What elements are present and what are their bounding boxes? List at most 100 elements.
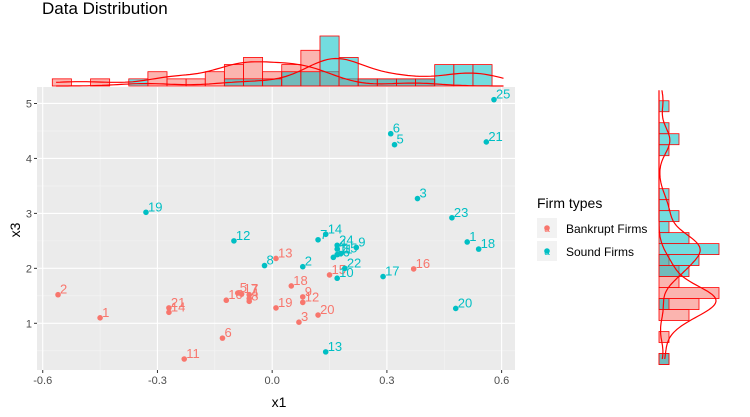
data-point bbox=[326, 272, 333, 278]
data-point bbox=[143, 209, 149, 216]
data-point-label: 15 bbox=[332, 262, 346, 277]
legend-swatch bbox=[544, 225, 550, 231]
data-point bbox=[414, 195, 421, 202]
legend-title: Firm types bbox=[537, 195, 602, 211]
data-point bbox=[288, 283, 295, 289]
data-point bbox=[491, 96, 497, 103]
data-point bbox=[338, 250, 344, 257]
data-point bbox=[299, 299, 306, 306]
right-density-curve bbox=[659, 90, 701, 360]
data-point bbox=[452, 305, 459, 312]
y-tick-label: 2 bbox=[26, 263, 32, 275]
right-histogram-bar bbox=[658, 232, 690, 245]
right-histogram-bar bbox=[658, 100, 670, 113]
data-point bbox=[464, 239, 471, 245]
data-point bbox=[315, 236, 321, 243]
right-density-curve bbox=[658, 90, 717, 360]
data-point bbox=[322, 349, 329, 355]
data-point-label: 8 bbox=[251, 288, 258, 303]
top-histogram-bar bbox=[415, 78, 436, 87]
data-point bbox=[166, 305, 172, 311]
data-point-label: 6 bbox=[393, 121, 400, 136]
data-point-label: 21 bbox=[488, 129, 502, 144]
panel-background bbox=[37, 87, 515, 370]
data-point-label: 23 bbox=[454, 205, 468, 220]
data-point bbox=[387, 130, 394, 137]
data-point-label: 4 bbox=[251, 286, 258, 301]
right-histogram-bar bbox=[658, 243, 720, 256]
data-point-label: 2 bbox=[305, 254, 312, 269]
data-point bbox=[299, 294, 306, 300]
right-histogram-bar bbox=[658, 221, 670, 234]
right-histogram-bar bbox=[658, 287, 720, 299]
data-point bbox=[483, 139, 490, 145]
data-point bbox=[238, 291, 245, 297]
x-tick-label: -0.6 bbox=[33, 375, 52, 387]
data-point-label: 20 bbox=[458, 295, 472, 310]
data-point-label: 11 bbox=[186, 346, 200, 361]
data-point bbox=[246, 298, 253, 305]
data-point-label: 16 bbox=[416, 256, 430, 271]
data-point bbox=[166, 309, 172, 316]
data-point-label: 19 bbox=[278, 295, 292, 310]
data-point-label: 2 bbox=[60, 282, 67, 297]
data-point-label: 1 bbox=[469, 229, 476, 244]
data-point-label: 12 bbox=[236, 228, 250, 243]
data-point bbox=[334, 242, 340, 249]
data-point bbox=[342, 265, 348, 272]
data-point bbox=[261, 262, 268, 269]
x-axis-label: x1 bbox=[272, 394, 287, 410]
data-point bbox=[273, 305, 279, 311]
legend-label: Bankrupt Firms bbox=[566, 222, 647, 236]
data-point-label: 21 bbox=[171, 295, 185, 310]
data-point-label: 3 bbox=[301, 309, 308, 324]
data-point bbox=[181, 356, 188, 362]
data-point-label: 18 bbox=[293, 273, 307, 288]
right-marginal-histogram bbox=[658, 90, 720, 365]
data-point-label: 18 bbox=[481, 236, 495, 251]
data-point-label: 8 bbox=[267, 253, 274, 268]
data-point bbox=[219, 335, 226, 341]
right-histogram-bar bbox=[658, 353, 670, 365]
data-point-label: 22 bbox=[347, 255, 361, 270]
top-marginal-histogram bbox=[51, 35, 504, 87]
data-point-label: 17 bbox=[244, 281, 258, 296]
data-point-label: 9 bbox=[305, 284, 312, 299]
data-point bbox=[380, 273, 386, 280]
data-point-label: 14 bbox=[171, 299, 185, 314]
data-point-label: 24 bbox=[339, 232, 353, 247]
data-point-label: 6 bbox=[224, 325, 231, 340]
top-density-curve bbox=[56, 57, 504, 87]
data-point bbox=[296, 319, 302, 325]
data-point bbox=[330, 254, 337, 261]
data-point-label: 17 bbox=[385, 264, 399, 279]
x-tick-label: 0.0 bbox=[265, 375, 280, 387]
data-point-label: 16 bbox=[335, 244, 349, 259]
right-histogram-bar bbox=[658, 331, 670, 343]
right-histogram-bar bbox=[658, 254, 700, 266]
data-point-label: 12 bbox=[305, 289, 319, 304]
y-axis-label: x3 bbox=[7, 222, 23, 237]
x-tick-label: -0.3 bbox=[148, 375, 167, 387]
data-point bbox=[246, 291, 253, 298]
data-point-label: 4 bbox=[339, 236, 346, 251]
top-histogram-bar bbox=[281, 71, 302, 87]
x-tick-label: 0.6 bbox=[494, 375, 509, 387]
data-point-label: 3 bbox=[419, 186, 426, 201]
legend-label: Sound Firms bbox=[566, 245, 634, 259]
data-point bbox=[334, 275, 340, 282]
data-point-label: 9 bbox=[358, 234, 365, 249]
legend-key-glyph: a bbox=[544, 247, 550, 258]
data-point-label: 20 bbox=[320, 302, 334, 317]
top-histogram-bar bbox=[396, 78, 416, 87]
data-point-label: 1 bbox=[102, 305, 109, 320]
top-histogram-bar bbox=[243, 78, 264, 87]
data-point-label: 13 bbox=[328, 339, 342, 354]
top-density-curve bbox=[56, 61, 504, 87]
data-point bbox=[231, 238, 237, 244]
data-point bbox=[334, 246, 340, 252]
top-histogram-bar bbox=[453, 64, 474, 87]
data-point bbox=[410, 266, 417, 272]
